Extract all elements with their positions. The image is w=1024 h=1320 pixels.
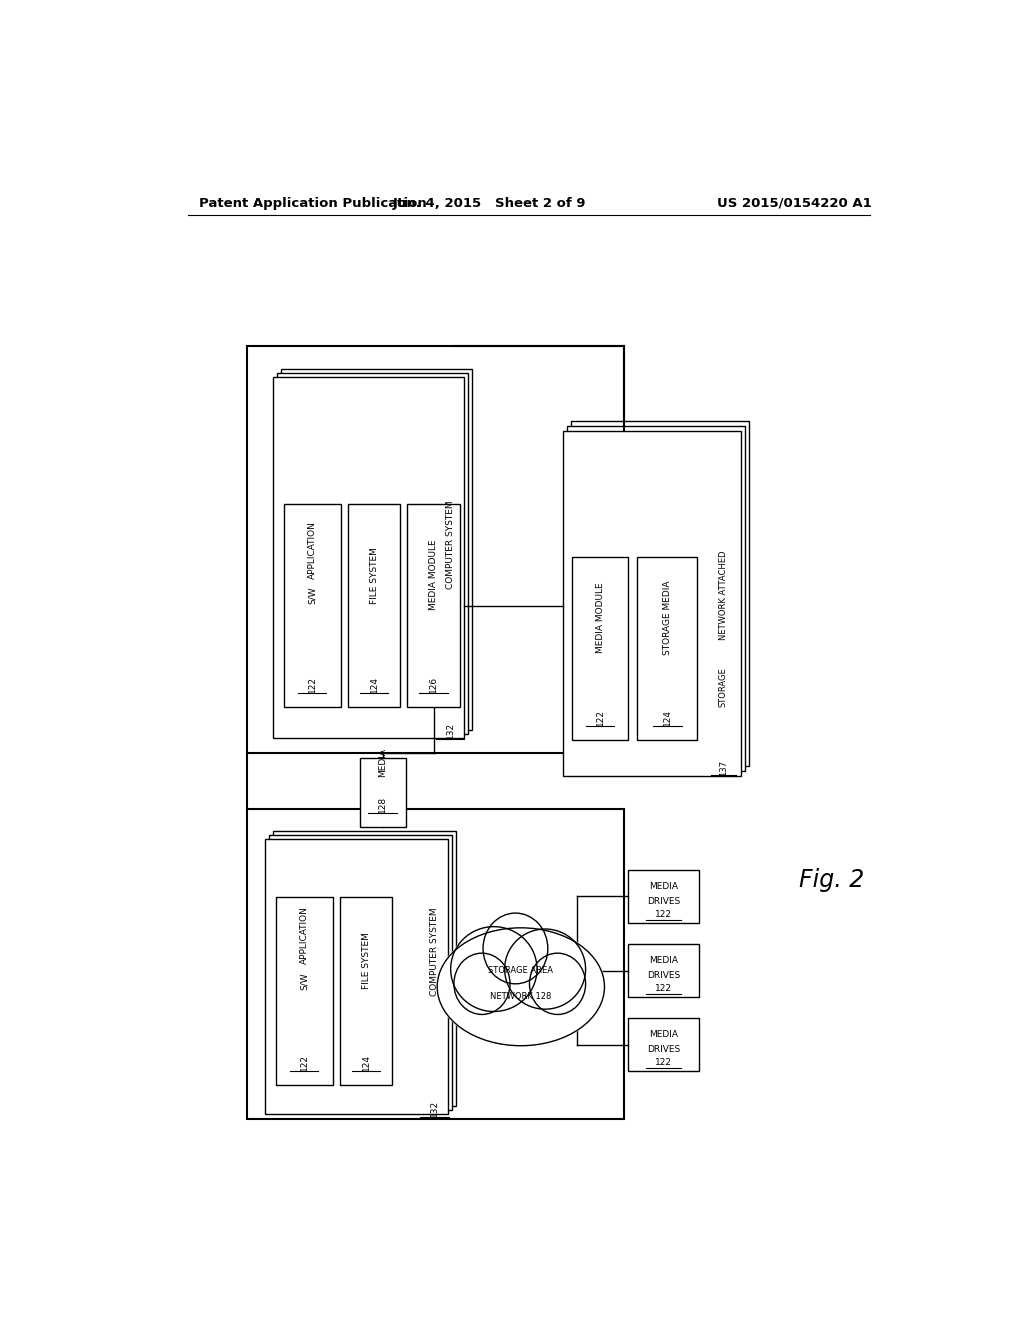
Bar	[572, 557, 628, 739]
Text: Jun. 4, 2015   Sheet 2 of 9: Jun. 4, 2015 Sheet 2 of 9	[392, 197, 586, 210]
Ellipse shape	[454, 953, 510, 1015]
Bar	[247, 346, 624, 752]
Bar	[628, 1018, 699, 1071]
Text: 122: 122	[596, 709, 605, 726]
Bar	[408, 504, 460, 708]
Text: S/W: S/W	[300, 973, 308, 990]
Text: Patent Application Publication: Patent Application Publication	[200, 197, 427, 210]
Bar	[628, 870, 699, 923]
Text: MEDIA: MEDIA	[649, 882, 678, 891]
Text: DRIVES: DRIVES	[647, 972, 680, 979]
Text: 126: 126	[429, 676, 438, 693]
Bar	[628, 944, 699, 997]
Bar	[567, 426, 745, 771]
Ellipse shape	[451, 927, 537, 1011]
Text: DRIVES: DRIVES	[647, 896, 680, 906]
Bar	[638, 557, 697, 739]
Text: 132: 132	[445, 722, 455, 739]
Bar	[570, 421, 750, 766]
Text: MEDIA: MEDIA	[378, 747, 387, 776]
Text: 128: 128	[378, 796, 387, 813]
Text: 122: 122	[655, 1059, 672, 1067]
Text: MEDIA: MEDIA	[649, 956, 678, 965]
Text: S/W: S/W	[307, 586, 316, 605]
Ellipse shape	[437, 928, 604, 1045]
Text: 122: 122	[655, 983, 672, 993]
Text: MEDIA MODULE: MEDIA MODULE	[596, 582, 605, 653]
Text: 122: 122	[300, 1055, 308, 1072]
Text: COMPUTER SYSTEM: COMPUTER SYSTEM	[445, 500, 455, 589]
Ellipse shape	[483, 913, 548, 983]
Text: NETWORK ATTACHED: NETWORK ATTACHED	[719, 550, 728, 640]
Text: MEDIA: MEDIA	[649, 1030, 678, 1039]
Text: MEDIA MODULE: MEDIA MODULE	[429, 540, 438, 610]
Text: NETWORK 128: NETWORK 128	[490, 993, 552, 1002]
Text: 137: 137	[719, 760, 728, 776]
Bar	[340, 898, 392, 1085]
Bar	[269, 836, 452, 1110]
Bar	[282, 368, 472, 730]
Text: 124: 124	[663, 709, 672, 726]
Bar	[265, 840, 447, 1114]
Text: 132: 132	[430, 1100, 439, 1117]
Bar	[247, 809, 624, 1119]
Text: STORAGE MEDIA: STORAGE MEDIA	[663, 581, 672, 655]
Text: US 2015/0154220 A1: US 2015/0154220 A1	[717, 197, 872, 210]
Text: APPLICATION: APPLICATION	[300, 907, 308, 965]
Bar	[273, 378, 464, 738]
Text: FILE SYSTEM: FILE SYSTEM	[370, 546, 379, 603]
Text: COMPUTER SYSTEM: COMPUTER SYSTEM	[430, 907, 439, 995]
Bar	[278, 372, 468, 734]
Text: STORAGE AREA: STORAGE AREA	[488, 966, 553, 975]
Text: FILE SYSTEM: FILE SYSTEM	[361, 932, 371, 989]
Text: APPLICATION: APPLICATION	[307, 521, 316, 578]
Text: 124: 124	[361, 1055, 371, 1072]
Text: Fig. 2: Fig. 2	[799, 869, 864, 892]
Ellipse shape	[529, 953, 586, 1015]
Bar	[273, 832, 456, 1106]
Text: STORAGE: STORAGE	[719, 667, 728, 706]
Bar	[348, 504, 400, 708]
Text: DRIVES: DRIVES	[647, 1045, 680, 1055]
Bar	[359, 758, 406, 828]
Text: 122: 122	[307, 676, 316, 693]
Text: 124: 124	[370, 676, 379, 693]
Bar	[563, 430, 741, 776]
Bar	[275, 898, 333, 1085]
Bar	[284, 504, 341, 708]
Text: 122: 122	[655, 909, 672, 919]
Ellipse shape	[505, 929, 586, 1010]
